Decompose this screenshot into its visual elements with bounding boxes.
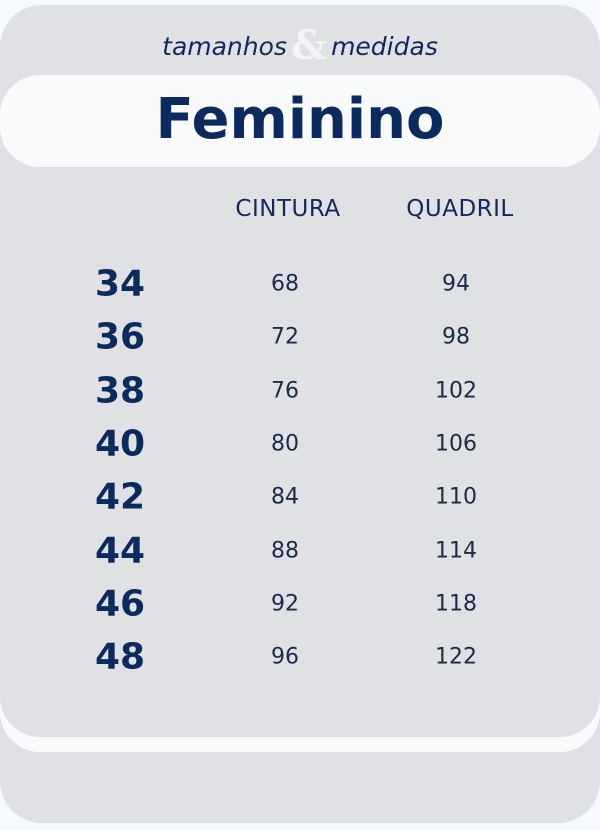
cell-cintura: 92 <box>271 591 299 617</box>
cell-size: 44 <box>94 530 146 571</box>
cell-size: 40 <box>94 423 146 465</box>
subtitle-left: tamanhos <box>162 32 287 61</box>
cell-quadril: 102 <box>435 378 477 404</box>
cell-quadril: 94 <box>442 271 470 297</box>
cell-cintura: 80 <box>271 431 299 457</box>
subtitle-right: medidas <box>331 32 438 61</box>
title-band <box>0 75 600 167</box>
cell-cintura: 68 <box>271 271 299 297</box>
cell-size: 38 <box>94 370 146 412</box>
column-header-quadril: QUADRIL <box>406 196 514 222</box>
cell-cintura: 88 <box>271 538 299 563</box>
column-header-cintura: CINTURA <box>235 196 341 222</box>
cell-quadril: 122 <box>435 644 477 670</box>
cell-quadril: 114 <box>435 538 477 563</box>
cell-cintura: 84 <box>271 484 299 510</box>
cell-size: 34 <box>94 263 146 305</box>
cell-quadril: 118 <box>435 591 477 617</box>
cell-quadril: 98 <box>442 324 470 350</box>
page-title: Feminino <box>155 87 445 152</box>
cell-size: 46 <box>94 583 146 625</box>
cell-cintura: 72 <box>271 324 299 350</box>
cell-quadril: 106 <box>435 431 477 457</box>
cell-size: 36 <box>94 316 146 358</box>
cell-size: 42 <box>94 476 146 518</box>
subtitle: tamanhos & medidas <box>0 22 600 69</box>
cell-quadril: 110 <box>435 484 477 510</box>
cell-cintura: 76 <box>271 378 299 404</box>
cell-cintura: 96 <box>271 644 299 670</box>
cell-size: 48 <box>94 636 146 678</box>
size-table <box>0 172 600 737</box>
ampersand: & <box>290 22 328 69</box>
